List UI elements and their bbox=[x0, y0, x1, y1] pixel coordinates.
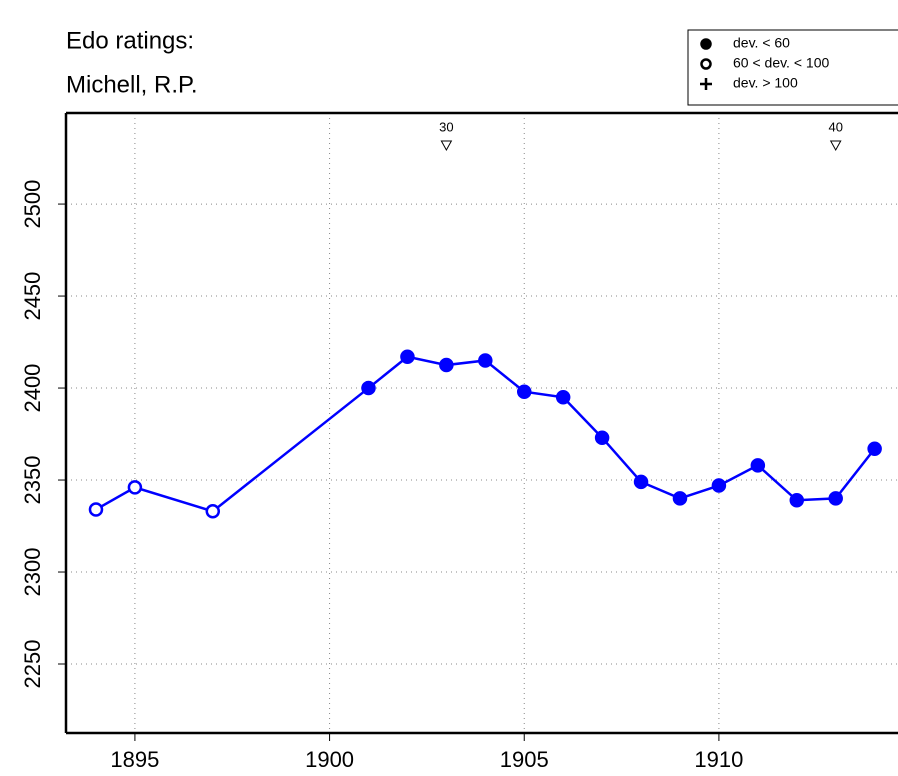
data-point bbox=[127, 480, 143, 495]
data-point bbox=[88, 502, 104, 517]
x-tick-label: 1900 bbox=[305, 747, 354, 772]
legend-box bbox=[687, 29, 898, 106]
y-tick-label: 2250 bbox=[20, 640, 45, 689]
data-point bbox=[633, 474, 649, 490]
legend-label: dev. > 100 bbox=[733, 75, 798, 91]
y-tick-label: 2350 bbox=[20, 456, 45, 505]
data-point bbox=[750, 458, 766, 473]
legend-marker bbox=[700, 38, 712, 50]
annotation-marker bbox=[829, 140, 842, 152]
legend-marker bbox=[700, 58, 712, 70]
chart-title: Edo ratings: bbox=[66, 27, 194, 54]
chart-title: Michell, R.P. bbox=[66, 71, 198, 98]
y-tick-label: 2450 bbox=[20, 272, 45, 321]
data-point bbox=[867, 441, 882, 457]
annotation-marker bbox=[440, 140, 453, 152]
annotation-label: 40 bbox=[828, 119, 842, 134]
data-point bbox=[400, 349, 415, 365]
data-point bbox=[711, 478, 727, 493]
data-point bbox=[361, 380, 376, 396]
data-point bbox=[478, 353, 493, 368]
data-point bbox=[789, 493, 805, 508]
x-tick-label: 1910 bbox=[694, 747, 743, 772]
data-point bbox=[828, 491, 843, 506]
data-point bbox=[516, 384, 532, 399]
data-point bbox=[594, 430, 610, 445]
x-tick-label: 1905 bbox=[500, 747, 549, 772]
legend-label: dev. < 60 bbox=[733, 35, 790, 51]
data-point bbox=[439, 357, 454, 373]
series-line bbox=[95, 355, 876, 513]
x-tick-label: 1895 bbox=[110, 747, 159, 772]
legend-label: 60 < dev. < 100 bbox=[733, 55, 829, 71]
data-point bbox=[205, 504, 221, 519]
y-tick-label: 2300 bbox=[20, 548, 45, 597]
data-point bbox=[672, 491, 688, 506]
legend-marker bbox=[700, 78, 712, 90]
y-tick-label: 2500 bbox=[20, 180, 45, 229]
y-tick-label: 2400 bbox=[20, 364, 45, 413]
data-point bbox=[555, 389, 571, 405]
annotation-label: 30 bbox=[439, 119, 453, 134]
